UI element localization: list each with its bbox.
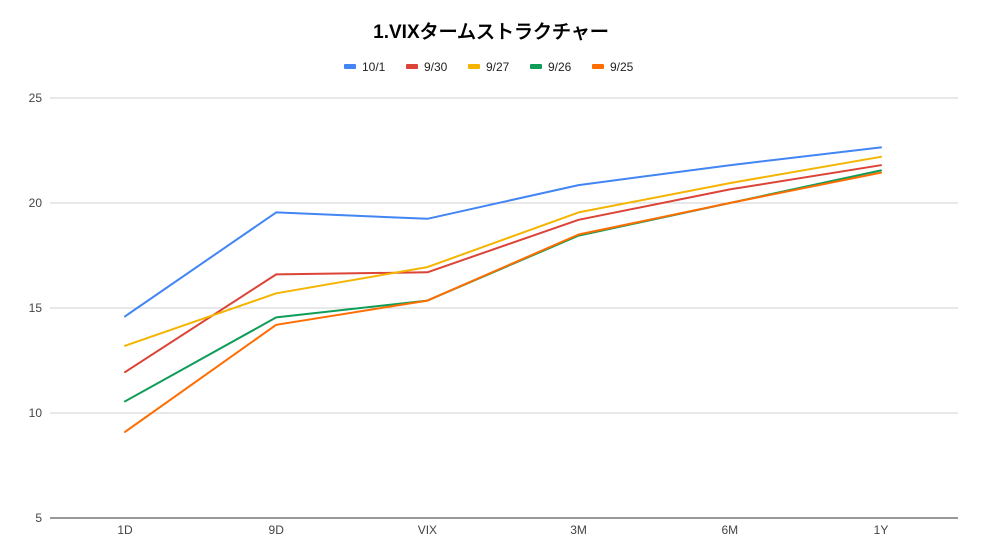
x-tick-label: 1Y [874, 523, 889, 537]
grid [50, 97, 958, 519]
legend-swatch [344, 64, 356, 69]
series-group [124, 146, 882, 433]
series-line-9-30 [124, 164, 882, 374]
legend-label: 9/27 [486, 60, 510, 74]
series-line-9-27 [124, 155, 882, 347]
legend-item: 9/25 [592, 60, 634, 74]
legend-item: 9/26 [530, 60, 572, 74]
series-line-10-1 [124, 146, 882, 318]
legend-swatch [530, 64, 542, 69]
legend-label: 9/25 [610, 60, 634, 74]
series-line-9-25 [124, 171, 882, 433]
y-axis-ticks: 5 10 15 20 25 [29, 91, 43, 525]
legend-swatch [468, 64, 480, 69]
legend-item: 9/30 [406, 60, 448, 74]
x-tick-label: 1D [117, 523, 133, 537]
legend-item: 9/27 [468, 60, 510, 74]
legend-label: 9/26 [548, 60, 572, 74]
x-tick-label: 3M [570, 523, 587, 537]
y-tick-label: 25 [29, 91, 43, 105]
x-tick-label: 6M [721, 523, 738, 537]
y-tick-label: 20 [29, 196, 43, 210]
chart-title: 1.VIXタームストラクチャー [373, 21, 609, 43]
series-line-9-26 [124, 169, 882, 403]
x-axis-ticks: 1D 9D VIX 3M 6M 1Y [117, 523, 888, 537]
legend-label: 10/1 [362, 60, 386, 74]
y-tick-label: 5 [35, 511, 42, 525]
legend-item: 10/1 [344, 60, 386, 74]
y-tick-label: 15 [29, 301, 43, 315]
x-tick-label: VIX [418, 523, 437, 537]
legend-label: 9/30 [424, 60, 448, 74]
legend-swatch [592, 64, 604, 69]
legend-swatch [406, 64, 418, 69]
legend: 10/1 9/30 9/27 9/26 9/25 [344, 60, 634, 74]
y-tick-label: 10 [29, 406, 43, 420]
x-tick-label: 9D [269, 523, 285, 537]
